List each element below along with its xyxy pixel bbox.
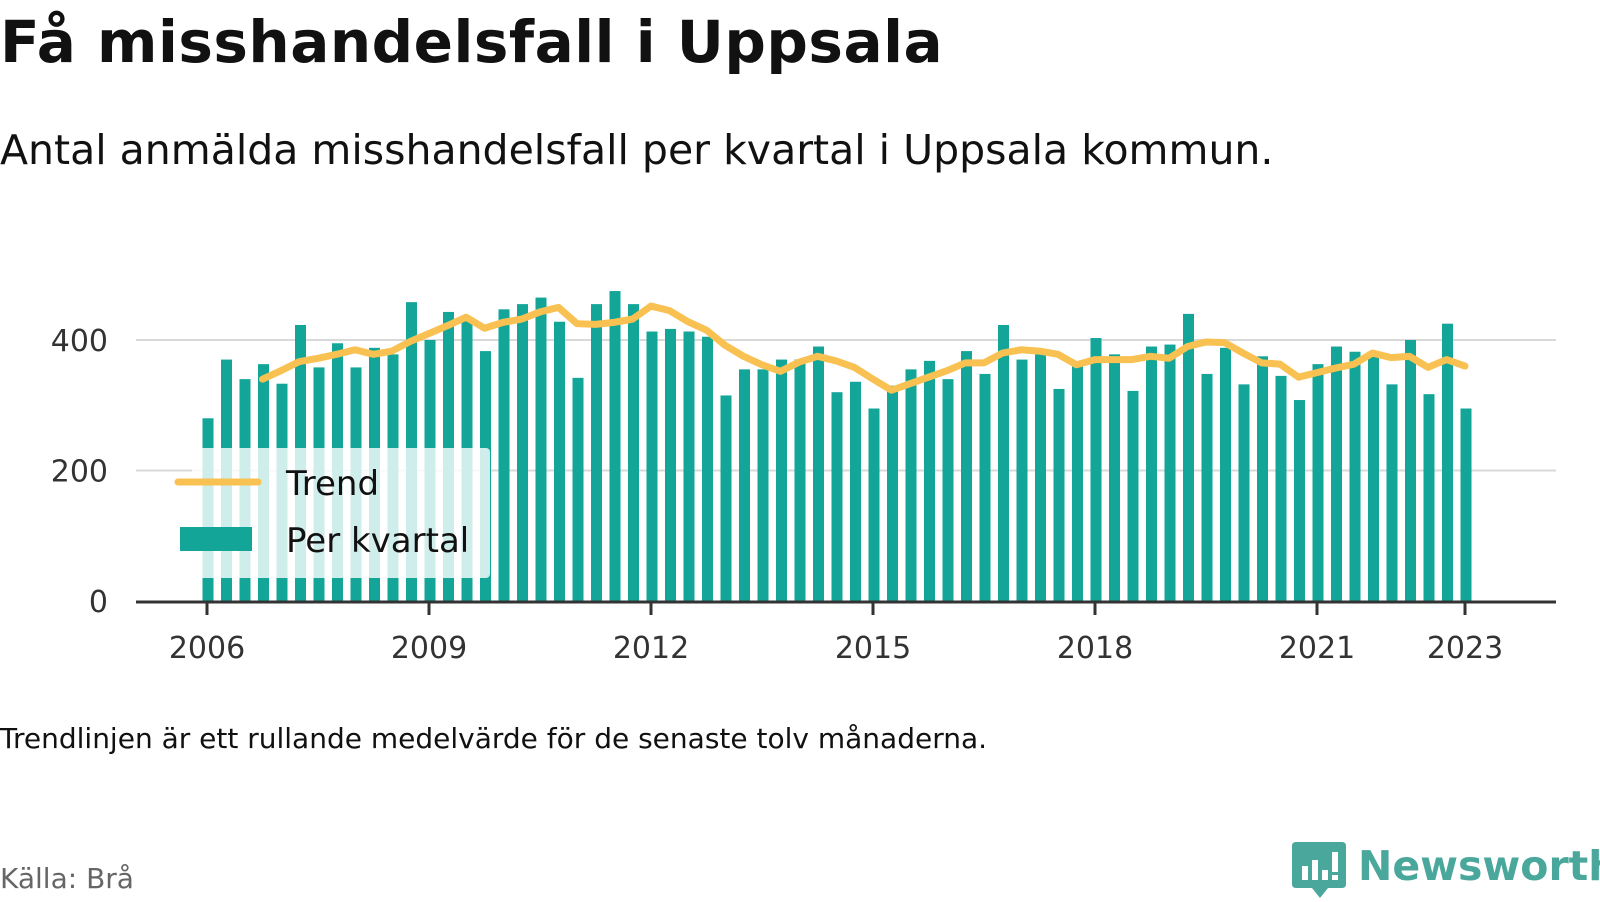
bar [1294, 400, 1305, 601]
bar [535, 297, 547, 601]
y-tick-label: 200 [51, 455, 108, 490]
bar [998, 324, 1009, 601]
source-credit: Källa: Brå [0, 862, 134, 895]
bar [702, 336, 713, 601]
bar [683, 331, 695, 601]
bar [1275, 375, 1287, 601]
bar [1090, 338, 1102, 601]
x-tick-label: 2023 [1427, 631, 1503, 666]
bar [961, 351, 972, 601]
x-axis [136, 600, 1556, 615]
bar [517, 304, 528, 601]
brand-name: Newsworthy [1358, 842, 1600, 890]
bar [498, 309, 510, 601]
bar [979, 373, 991, 601]
bar [794, 359, 806, 601]
bar [1127, 390, 1139, 601]
bar [609, 291, 621, 601]
bar [924, 360, 935, 601]
newsworthy-logo-icon [1292, 842, 1346, 898]
x-tick-label: 2006 [169, 631, 245, 666]
bar [850, 381, 861, 601]
y-tick-label: 400 [51, 324, 108, 359]
bar [905, 369, 917, 601]
bar [1072, 366, 1083, 601]
bar [739, 369, 750, 601]
bar [1201, 373, 1213, 601]
bar [1238, 384, 1250, 601]
bar [665, 328, 676, 601]
bar [1035, 354, 1046, 601]
x-tick-label: 2018 [1057, 631, 1133, 666]
bar [1183, 313, 1194, 601]
bar [554, 321, 565, 601]
legend-box [192, 448, 490, 578]
bar [572, 377, 584, 601]
bar [1423, 394, 1435, 601]
bar [1164, 344, 1176, 601]
bar [1331, 346, 1342, 601]
bar [1016, 359, 1028, 601]
legend-bar-swatch [180, 527, 252, 551]
legend: Trend Per kvartal [174, 448, 490, 578]
bar [1053, 388, 1065, 601]
x-tick-label: 2009 [391, 631, 467, 666]
bar [720, 395, 732, 601]
bar [1442, 323, 1453, 601]
bar [831, 392, 843, 601]
bar [1146, 346, 1157, 601]
y-tick-label: 0 [89, 585, 108, 620]
chart-subtitle: Antal anmälda misshandelsfall per kvarta… [0, 126, 1274, 174]
bar [1386, 384, 1398, 601]
bar [757, 369, 769, 601]
bar [1405, 340, 1416, 601]
bar [1368, 353, 1379, 601]
trend-series [259, 302, 1469, 394]
bar [1257, 356, 1268, 601]
legend-trend-label: Trend [285, 464, 379, 504]
bar [591, 304, 602, 601]
legend-bar-label: Per kvartal [286, 521, 469, 561]
footnote: Trendlinjen är ett rullande medelvärde f… [0, 722, 988, 755]
bar [1349, 351, 1361, 601]
bar [628, 304, 639, 601]
bar [1220, 347, 1231, 601]
bar [1109, 354, 1120, 601]
bar [868, 408, 880, 601]
bar [646, 331, 658, 601]
bar [1460, 408, 1472, 601]
trend-line [259, 302, 1469, 394]
x-tick-label: 2012 [613, 631, 689, 666]
newsworthy-logo: Newsworthy [1292, 842, 1600, 898]
bar [942, 379, 954, 601]
x-tick-label: 2021 [1279, 631, 1355, 666]
x-tick-label: 2015 [835, 631, 911, 666]
bar [887, 385, 898, 601]
bar [1312, 364, 1324, 601]
chart-title: Få misshandelsfall i Uppsala [0, 8, 944, 76]
y-tick-labels: 0 200 400 [51, 324, 108, 620]
bar [776, 359, 787, 601]
bar [813, 346, 824, 601]
x-tick-labels: 2006 2009 2012 2015 2018 2021 2023 [169, 631, 1503, 666]
